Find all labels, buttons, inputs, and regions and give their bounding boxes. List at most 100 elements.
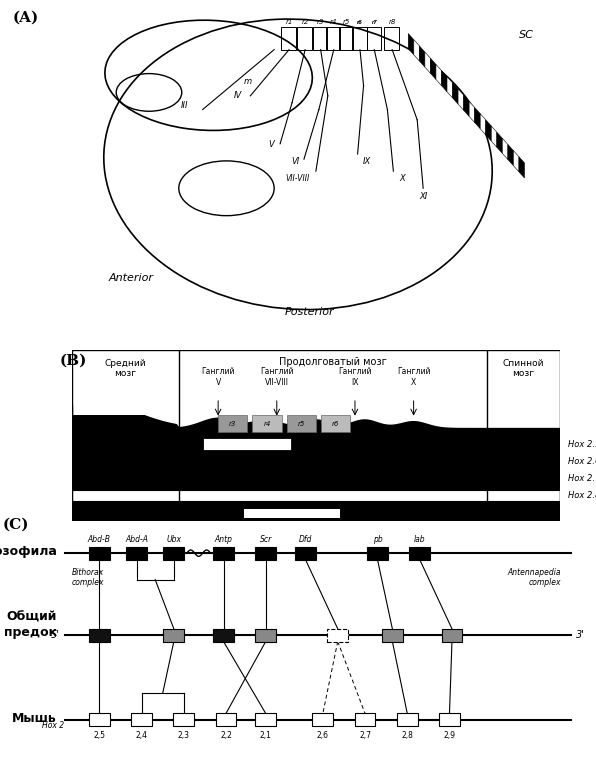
Text: r6: r6 — [332, 421, 339, 426]
Text: r4: r4 — [330, 19, 337, 25]
Text: (B): (B) — [60, 354, 87, 368]
Text: VII-VIII: VII-VIII — [286, 174, 310, 184]
Polygon shape — [464, 95, 469, 117]
Bar — [397, 713, 418, 726]
Polygon shape — [519, 157, 524, 178]
Text: Bithorax
complex: Bithorax complex — [72, 568, 104, 587]
Polygon shape — [414, 40, 420, 61]
Bar — [252, 415, 282, 433]
Text: Hox 2.7: Hox 2.7 — [567, 474, 596, 483]
Polygon shape — [497, 132, 502, 153]
Text: Продолговатый мозг: Продолговатый мозг — [279, 357, 387, 367]
Polygon shape — [474, 107, 480, 128]
Text: Antennapedia
complex: Antennapedia complex — [508, 568, 561, 587]
Text: Ганглий
V: Ганглий V — [201, 367, 235, 387]
Polygon shape — [491, 126, 497, 147]
Text: (C): (C) — [2, 517, 29, 531]
Bar — [384, 27, 399, 50]
Text: Ганглий
X: Ганглий X — [397, 367, 430, 387]
Bar — [339, 27, 353, 50]
Bar — [313, 27, 327, 50]
Bar — [281, 27, 296, 50]
Polygon shape — [502, 138, 508, 159]
Text: Antp: Antp — [215, 534, 232, 544]
Text: r3: r3 — [317, 19, 324, 25]
Text: Ubx: Ubx — [166, 534, 181, 544]
Bar — [213, 629, 234, 642]
Bar — [255, 713, 276, 726]
Text: 2,9: 2,9 — [443, 731, 455, 740]
Bar — [255, 547, 276, 559]
Text: Ганглий
IX: Ганглий IX — [338, 367, 372, 387]
Text: r5: r5 — [297, 421, 305, 426]
Bar — [321, 415, 350, 433]
Text: Ганглий
VII-VIII: Ганглий VII-VIII — [260, 367, 294, 387]
Text: SC: SC — [519, 30, 533, 40]
Text: Abd-B: Abd-B — [88, 534, 111, 544]
Text: Hox 2.1: Hox 2.1 — [567, 440, 596, 449]
Bar — [72, 415, 560, 521]
Bar — [131, 713, 152, 726]
Text: r8: r8 — [389, 19, 396, 25]
Text: III: III — [181, 101, 188, 110]
Polygon shape — [430, 58, 436, 79]
Text: r7: r7 — [371, 19, 377, 25]
Polygon shape — [447, 77, 452, 98]
Text: Abd-A: Abd-A — [125, 534, 148, 544]
Text: 2,3: 2,3 — [178, 731, 190, 740]
Text: Средний
мозг: Средний мозг — [104, 359, 146, 378]
Text: 2,7: 2,7 — [359, 731, 371, 740]
Text: r7: r7 — [371, 19, 377, 25]
Polygon shape — [408, 33, 414, 54]
Bar — [243, 507, 340, 518]
Text: XI: XI — [419, 191, 427, 201]
Text: 5': 5' — [51, 630, 60, 640]
Bar — [163, 547, 184, 559]
Bar — [326, 27, 340, 50]
Text: r2: r2 — [302, 19, 309, 25]
Bar — [367, 27, 381, 50]
Bar — [203, 438, 291, 450]
Bar — [194, 456, 560, 467]
Bar — [442, 629, 462, 642]
Polygon shape — [425, 52, 430, 73]
Text: 2,6: 2,6 — [317, 731, 329, 740]
Bar — [72, 473, 560, 484]
Bar — [439, 713, 460, 726]
Text: X: X — [399, 174, 405, 184]
Bar — [89, 547, 110, 559]
Polygon shape — [480, 114, 486, 135]
Polygon shape — [469, 101, 474, 123]
Bar — [382, 629, 403, 642]
Text: Hox 2.6: Hox 2.6 — [567, 457, 596, 466]
Text: IX: IX — [362, 157, 371, 166]
Bar — [218, 415, 247, 433]
Text: 2,1: 2,1 — [260, 731, 272, 740]
Polygon shape — [513, 151, 519, 172]
Text: Hox 2.8: Hox 2.8 — [567, 491, 596, 500]
Bar — [287, 415, 316, 433]
Text: r5: r5 — [343, 19, 350, 25]
Bar — [297, 27, 312, 50]
Bar — [72, 439, 560, 450]
Bar — [409, 547, 430, 559]
Polygon shape — [458, 89, 464, 110]
Text: r4: r4 — [263, 421, 271, 426]
Bar — [89, 713, 110, 726]
Bar — [355, 713, 375, 726]
Bar — [213, 547, 234, 559]
Text: pb: pb — [372, 534, 383, 544]
Bar — [72, 490, 560, 501]
Text: Дрозофила: Дрозофила — [0, 545, 57, 559]
Polygon shape — [420, 46, 425, 67]
Text: 2,8: 2,8 — [401, 731, 413, 740]
Text: 2,5: 2,5 — [94, 731, 105, 740]
Text: Posterior: Posterior — [285, 307, 335, 317]
Bar — [163, 629, 184, 642]
Text: 2,2: 2,2 — [220, 731, 232, 740]
Bar — [367, 547, 388, 559]
Text: r3: r3 — [229, 421, 237, 426]
Text: V: V — [268, 140, 274, 149]
Text: lab: lab — [414, 534, 426, 544]
Text: Спинной
мозг: Спинной мозг — [503, 359, 544, 378]
